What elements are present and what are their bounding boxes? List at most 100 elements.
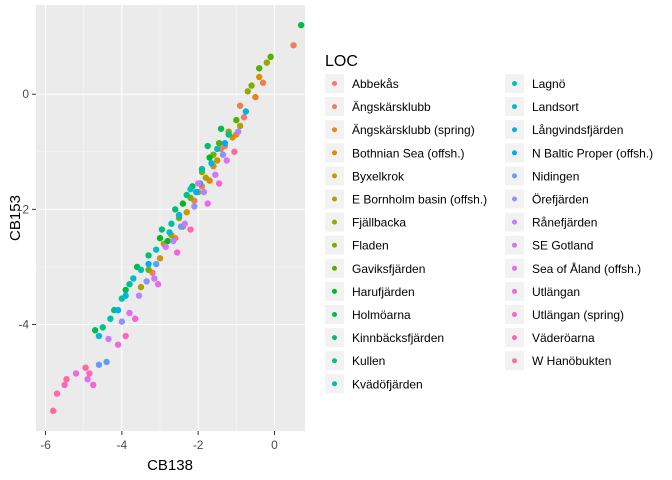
data-point <box>200 188 208 196</box>
data-point <box>164 237 171 245</box>
legend-marker <box>332 335 337 341</box>
legend-label: Abbekås <box>352 77 399 91</box>
data-point <box>248 82 255 89</box>
legend-label: Örefjärden <box>532 193 589 207</box>
legend-marker <box>332 81 337 86</box>
data-point <box>183 191 190 199</box>
data-point <box>175 211 183 219</box>
legend-label: Gaviksfjärden <box>352 262 425 276</box>
x-axis-title: CB138 <box>147 457 193 474</box>
data-point <box>107 315 114 322</box>
data-point <box>166 229 173 236</box>
data-point <box>49 407 57 415</box>
grid-major <box>36 5 305 431</box>
legend-label: Lagnö <box>532 77 566 91</box>
data-point <box>162 243 169 250</box>
legend-label: Byxelkrok <box>352 169 405 183</box>
data-point <box>137 266 145 274</box>
legend-label: Utlängan (spring) <box>532 308 624 322</box>
data-point <box>244 88 251 95</box>
legend-marker <box>512 196 517 202</box>
data-point <box>236 122 244 130</box>
legend-label: Kinnbäcksfjärden <box>352 331 444 345</box>
x-axis: -6 -4 -2 0 <box>40 431 278 452</box>
data-point <box>105 335 112 343</box>
legend-marker <box>332 288 337 294</box>
data-point <box>143 278 150 285</box>
data-points <box>49 21 305 415</box>
legend-label: Nidingen <box>532 169 579 183</box>
legend-label: Utlängan <box>532 285 580 299</box>
data-point <box>137 283 145 291</box>
data-point <box>103 358 110 366</box>
data-point <box>122 332 129 340</box>
data-point <box>183 209 190 216</box>
data-point <box>208 160 215 167</box>
data-point <box>297 21 305 29</box>
data-point <box>145 260 152 268</box>
data-point <box>215 139 223 147</box>
legend-label: Sea of Åland (offsh.) <box>532 261 641 276</box>
data-point <box>145 266 152 274</box>
data-point <box>126 309 133 317</box>
data-point <box>170 237 177 245</box>
legend-items: Abbekås Ängskärsklubb Ängskärsklubb (sprin… <box>325 74 653 394</box>
data-point <box>256 73 263 81</box>
data-point <box>242 108 250 115</box>
legend-marker <box>512 288 517 294</box>
x-tick-label: -6 <box>40 438 51 452</box>
data-point <box>198 165 206 173</box>
data-point <box>168 220 175 227</box>
data-point <box>206 154 213 161</box>
x-tick-label: 0 <box>271 438 278 452</box>
data-point <box>240 114 248 121</box>
data-point <box>61 381 68 389</box>
data-point <box>179 200 187 207</box>
legend-marker <box>512 358 517 364</box>
legend-marker <box>512 81 517 86</box>
data-point <box>145 252 152 259</box>
data-point <box>158 226 166 233</box>
data-point <box>99 324 106 331</box>
legend-label: Bothnian Sea (offsh.) <box>352 146 465 160</box>
legend-marker <box>512 150 517 156</box>
legend-marker <box>332 173 337 179</box>
y-axis: -4 -2 0 <box>18 87 36 332</box>
data-point <box>132 315 139 322</box>
data-point <box>154 281 162 288</box>
data-point <box>135 292 143 299</box>
data-point <box>187 226 194 233</box>
data-point <box>187 186 194 193</box>
data-point <box>114 341 122 348</box>
data-point <box>235 128 242 135</box>
legend-label: Ängskärsklubb <box>352 100 431 114</box>
data-point <box>86 370 93 377</box>
data-point <box>290 42 297 49</box>
legend-marker <box>512 335 517 341</box>
data-point <box>114 306 122 314</box>
data-point <box>223 157 230 164</box>
data-point <box>214 145 221 153</box>
data-point <box>263 59 271 66</box>
data-point <box>256 65 263 72</box>
data-point <box>84 375 91 383</box>
data-point <box>217 125 225 132</box>
legend-label: Rånefjärden <box>532 216 597 230</box>
legend-label: Holmöarna <box>352 308 411 322</box>
data-point <box>82 364 89 371</box>
data-point <box>63 375 70 383</box>
x-tick-label: -4 <box>117 438 128 452</box>
data-point <box>215 180 223 187</box>
data-point <box>122 292 129 299</box>
data-point <box>221 139 229 147</box>
data-point <box>72 370 80 377</box>
data-point <box>156 234 164 242</box>
legend-marker <box>512 219 517 225</box>
data-point <box>118 318 126 325</box>
legend-marker <box>512 242 517 248</box>
data-point <box>236 102 244 109</box>
data-point <box>193 188 200 196</box>
legend-label: W Hanöbukten <box>532 354 611 368</box>
legend-marker <box>512 127 517 133</box>
data-point <box>212 171 219 179</box>
